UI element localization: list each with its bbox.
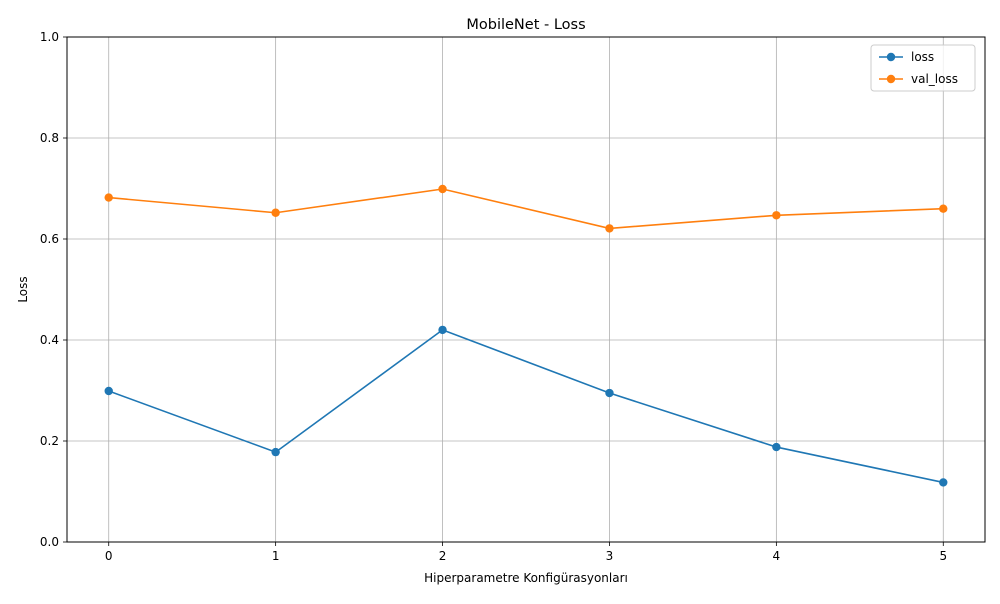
y-axis-label: Loss [16, 276, 30, 302]
series-lines [104, 184, 948, 487]
data-point-loss [772, 442, 781, 452]
data-point-loss [605, 388, 614, 398]
x-axis-label: Hiperparametre Konfigürasyonları [424, 571, 628, 585]
x-tick-label: 5 [939, 549, 947, 563]
data-point-val_loss [104, 193, 113, 202]
series-line-loss [108, 328, 944, 484]
data-point-val_loss [772, 211, 781, 220]
legend-label-loss: loss [911, 50, 934, 64]
legend-label-val_loss: val_loss [911, 72, 958, 86]
data-point-val_loss [438, 184, 447, 194]
data-point-val_loss [605, 224, 614, 233]
x-tick-label: 3 [606, 549, 614, 563]
data-point-loss [271, 447, 280, 457]
axis-ticks: 0 1 2 3 4 5 0.0 0.2 0.4 0.6 0.8 1.0 [40, 30, 947, 563]
y-tick-label: 0.8 [40, 131, 59, 145]
x-tick-label: 4 [773, 549, 781, 563]
data-point-val_loss [939, 204, 948, 213]
legend-marker-loss [886, 52, 896, 62]
y-tick-label: 0.6 [40, 232, 59, 246]
data-point-loss [939, 478, 948, 487]
plot-area-frame [66, 36, 986, 543]
legend-marker-val_loss [886, 74, 896, 84]
data-point-loss [438, 325, 447, 335]
y-tick-label: 1.0 [40, 30, 59, 44]
data-point-val_loss [271, 208, 280, 217]
y-tick-label: 0.4 [40, 333, 59, 347]
x-tick-label: 1 [272, 549, 280, 563]
x-tick-label: 0 [105, 549, 113, 563]
y-tick-label: 0.0 [40, 535, 59, 549]
y-tick-label: 0.2 [40, 434, 59, 448]
x-tick-label: 2 [439, 549, 447, 563]
legend: loss val_loss [870, 44, 976, 92]
series-line-val_loss [108, 188, 944, 230]
data-point-loss [104, 386, 113, 396]
chart-title: MobileNet - Loss [466, 17, 585, 33]
